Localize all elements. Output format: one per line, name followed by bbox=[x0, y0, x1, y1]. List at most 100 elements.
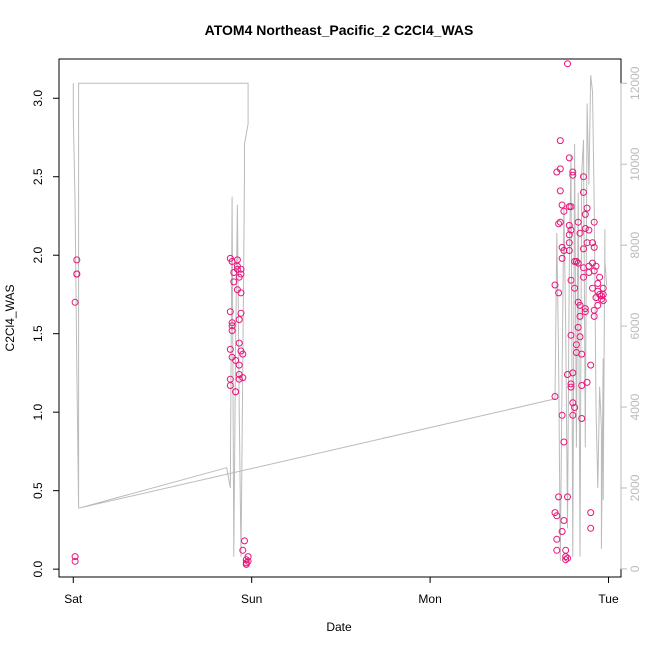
data-point bbox=[581, 305, 589, 313]
data-point bbox=[589, 284, 596, 292]
data-point bbox=[239, 546, 247, 554]
data-point bbox=[594, 280, 602, 287]
data-point bbox=[587, 509, 595, 517]
data-point bbox=[590, 243, 598, 251]
data-point bbox=[558, 528, 566, 535]
y-axis-label: C2Cl4_WAS bbox=[3, 285, 17, 352]
data-point bbox=[226, 375, 234, 383]
y-tick-label: 1.0 bbox=[31, 404, 45, 421]
data-point bbox=[560, 517, 568, 524]
data-point bbox=[560, 207, 568, 215]
data-point bbox=[558, 201, 566, 209]
data-point bbox=[73, 270, 81, 278]
y2-tick-label: 12000 bbox=[628, 66, 642, 100]
data-point bbox=[565, 231, 573, 239]
data-point bbox=[571, 404, 579, 411]
data-point bbox=[571, 284, 579, 292]
x-tick-label: Sun bbox=[241, 592, 262, 606]
line-series bbox=[72, 75, 608, 561]
data-point bbox=[576, 333, 584, 341]
data-point bbox=[244, 553, 252, 561]
data-point bbox=[574, 323, 582, 331]
data-point bbox=[567, 203, 575, 211]
data-point bbox=[590, 312, 598, 320]
data-point bbox=[581, 308, 589, 316]
data-point bbox=[237, 270, 245, 278]
data-point bbox=[596, 273, 604, 281]
data-point bbox=[574, 218, 582, 226]
data-point bbox=[230, 278, 238, 286]
data-point bbox=[551, 393, 559, 400]
data-point bbox=[565, 221, 573, 229]
data-point bbox=[556, 165, 564, 173]
data-point bbox=[564, 493, 571, 501]
data-point bbox=[228, 322, 236, 330]
data-point bbox=[569, 369, 577, 377]
data-point bbox=[580, 245, 587, 253]
data-point bbox=[241, 537, 248, 545]
data-point bbox=[239, 374, 247, 382]
data-point bbox=[599, 297, 607, 305]
data-point bbox=[567, 380, 575, 388]
y2-axis: 0 2000 4000 6000 8000 10000 12000 bbox=[620, 66, 642, 572]
data-point bbox=[594, 301, 602, 309]
y-tick-label: 2.5 bbox=[31, 168, 45, 185]
x-tick-label: Mon bbox=[418, 592, 441, 606]
data-point bbox=[235, 339, 243, 347]
data-point bbox=[237, 309, 245, 317]
data-point bbox=[555, 220, 563, 228]
data-point bbox=[562, 556, 570, 564]
data-point bbox=[71, 557, 79, 565]
line-series-path bbox=[72, 75, 608, 561]
chart-title: ATOM4 Northeast_Pacific_2 C2Cl4_WAS bbox=[205, 22, 474, 38]
y2-tick-label: 0 bbox=[628, 565, 642, 572]
data-point bbox=[599, 284, 607, 292]
data-point bbox=[589, 239, 596, 247]
data-point bbox=[560, 247, 568, 254]
data-point bbox=[558, 411, 566, 419]
data-point bbox=[232, 388, 240, 396]
data-point bbox=[578, 350, 586, 358]
data-point bbox=[569, 171, 577, 179]
y-tick-label: 1.5 bbox=[31, 325, 45, 342]
data-point bbox=[578, 382, 586, 389]
y2-tick-label: 6000 bbox=[628, 312, 642, 339]
data-point bbox=[71, 553, 79, 561]
data-point bbox=[585, 226, 593, 234]
data-point bbox=[558, 254, 566, 262]
x-tick-label: Tue bbox=[598, 592, 619, 606]
y-tick-label: 0.0 bbox=[31, 560, 45, 577]
data-point bbox=[567, 383, 575, 391]
data-point bbox=[590, 267, 598, 275]
data-point bbox=[569, 411, 577, 419]
plot-frame bbox=[58, 58, 622, 578]
data-point bbox=[576, 312, 584, 320]
data-point bbox=[567, 331, 575, 339]
x-tick-label: Sat bbox=[64, 592, 83, 606]
data-point bbox=[237, 289, 245, 297]
data-point bbox=[583, 378, 591, 386]
data-point bbox=[233, 265, 241, 273]
data-point bbox=[239, 350, 247, 358]
data-point bbox=[551, 281, 559, 289]
data-point bbox=[596, 291, 604, 298]
data-point bbox=[576, 301, 584, 309]
data-point bbox=[580, 273, 587, 281]
data-point bbox=[587, 361, 595, 369]
data-point bbox=[564, 554, 571, 562]
y-tick-label: 3.0 bbox=[31, 90, 45, 107]
data-point bbox=[565, 239, 573, 247]
data-point bbox=[597, 295, 605, 303]
y-tick-label: 2.0 bbox=[31, 247, 45, 264]
data-point bbox=[555, 289, 563, 297]
points-series bbox=[71, 60, 607, 568]
data-point bbox=[572, 341, 580, 349]
data-point bbox=[562, 546, 570, 554]
data-point bbox=[560, 438, 568, 446]
data-point bbox=[565, 247, 573, 254]
data-point bbox=[580, 173, 587, 181]
data-point bbox=[587, 524, 595, 532]
data-point bbox=[564, 60, 571, 68]
data-point bbox=[233, 286, 241, 294]
